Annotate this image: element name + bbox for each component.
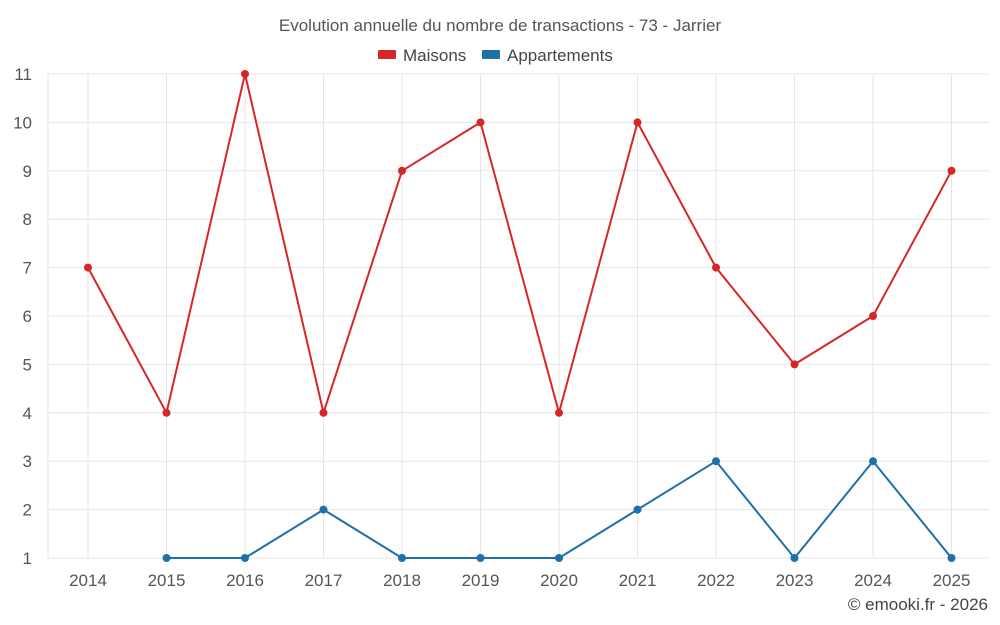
data-point-maisons-2016[interactable] [241, 70, 249, 78]
y-tick-label: 6 [23, 307, 32, 326]
y-tick-label: 8 [23, 210, 32, 229]
data-point-maisons-2021[interactable] [633, 118, 642, 127]
legend: Maisons Appartements [378, 46, 613, 65]
x-tick-label: 2022 [697, 571, 735, 590]
data-point-maisons-2025[interactable] [947, 166, 956, 175]
data-point-appartements-2015[interactable] [162, 554, 171, 562]
y-tick-label: 1 [23, 549, 32, 568]
y-axis-ticks: 1 2 3 4 5 6 7 8 9 10 11 [13, 65, 32, 568]
x-tick-label: 2025 [933, 571, 971, 590]
x-tick-label: 2014 [69, 571, 107, 590]
data-point-maisons-2015[interactable] [162, 408, 171, 417]
x-tick-label: 2018 [383, 571, 421, 590]
data-point-appartements-2018[interactable] [398, 554, 406, 562]
x-tick-label: 2023 [776, 571, 814, 590]
y-tick-label: 2 [23, 501, 32, 520]
data-point-maisons-2022[interactable] [712, 263, 720, 272]
data-point-appartements-2020[interactable] [555, 554, 563, 562]
x-tick-label: 2017 [305, 571, 343, 590]
data-point-maisons-2017[interactable] [319, 408, 328, 417]
data-point-appartements-2021[interactable] [633, 505, 642, 514]
data-point-appartements-2019[interactable] [476, 554, 485, 562]
data-point-maisons-2014[interactable] [84, 263, 92, 272]
x-axis-ticks: 2014 2015 2016 2017 2018 2019 2020 2021 2022 2023… [69, 571, 970, 590]
legend-swatch-appartements [482, 50, 500, 59]
y-tick-label: 3 [23, 452, 32, 471]
x-tick-label: 2024 [854, 571, 892, 590]
legend-item-maisons[interactable]: Maisons [378, 46, 466, 65]
data-point-maisons-2018[interactable] [398, 166, 406, 175]
y-tick-label: 7 [23, 259, 32, 278]
y-tick-label: 9 [23, 162, 32, 181]
y-tick-label: 10 [13, 113, 32, 132]
legend-label-maisons: Maisons [403, 46, 466, 65]
data-point-appartements-2016[interactable] [241, 554, 249, 562]
x-tick-label: 2020 [540, 571, 578, 590]
x-tick-label: 2021 [619, 571, 657, 590]
data-point-appartements-2022[interactable] [712, 457, 720, 466]
y-tick-label: 11 [14, 65, 32, 84]
legend-swatch-maisons [378, 50, 396, 59]
data-point-maisons-2019[interactable] [476, 118, 485, 127]
data-point-maisons-2024[interactable] [869, 312, 877, 320]
data-point-maisons-2020[interactable] [555, 408, 563, 417]
data-point-appartements-2025[interactable] [947, 554, 956, 562]
x-tick-label: 2015 [148, 571, 186, 590]
x-tick-label: 2016 [226, 571, 264, 590]
series [84, 70, 956, 562]
data-point-appartements-2024[interactable] [869, 457, 877, 466]
series-line-maisons [87, 73, 953, 414]
data-point-maisons-2023[interactable] [790, 360, 799, 369]
y-tick-label: 5 [23, 355, 32, 374]
legend-label-appartements: Appartements [507, 46, 613, 65]
chart-title: Evolution annuelle du nombre de transact… [279, 16, 722, 35]
grid [47, 73, 990, 559]
credit-text: © emooki.fr - 2026 [848, 595, 988, 614]
y-tick-label: 4 [23, 404, 32, 423]
data-point-appartements-2023[interactable] [790, 554, 799, 562]
x-tick-label: 2019 [462, 571, 500, 590]
data-point-appartements-2017[interactable] [319, 505, 328, 514]
legend-item-appartements[interactable]: Appartements [482, 46, 613, 65]
